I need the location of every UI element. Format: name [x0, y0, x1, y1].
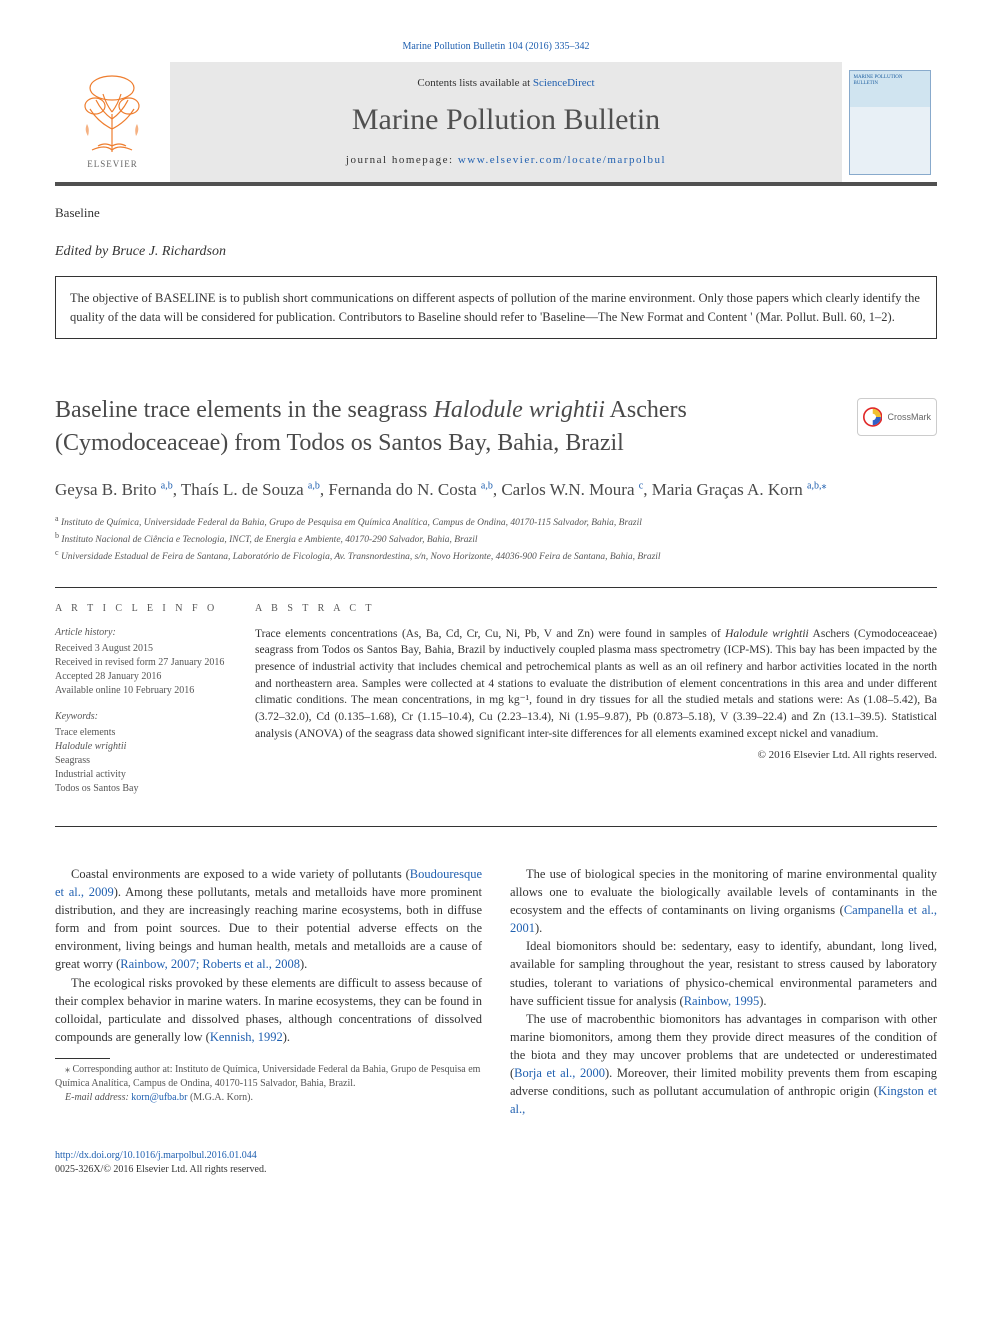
doi-link[interactable]: http://dx.doi.org/10.1016/j.marpolbul.20…	[55, 1150, 257, 1161]
keywords-label: Keywords:	[55, 710, 235, 724]
history-list: Received 3 August 2015Received in revise…	[55, 642, 235, 698]
abstract-p1b: Aschers (Cymodoceaceae) seagrass from To…	[255, 628, 937, 740]
cover-title: MARINE POLLUTION BULLETIN	[854, 75, 926, 87]
editor-prefix: Edited by	[55, 244, 112, 259]
affiliation-line: a Instituto de Química, Universidade Fed…	[55, 513, 937, 530]
header-center: Contents lists available at ScienceDirec…	[170, 62, 842, 182]
email-link[interactable]: korn@ufba.br	[131, 1092, 187, 1103]
author-name: , Maria Graças A. Korn	[643, 480, 807, 499]
crossmark-icon	[863, 405, 882, 429]
abstract-species: Halodule wrightii	[725, 628, 809, 640]
sciencedirect-link[interactable]: ScienceDirect	[533, 77, 595, 89]
history-item: Available online 10 February 2016	[55, 684, 235, 698]
body-paragraph: Coastal environments are exposed to a wi…	[55, 865, 482, 974]
body-col-left: Coastal environments are exposed to a wi…	[55, 865, 482, 1119]
body-text: ).	[300, 957, 307, 971]
body-columns: Coastal environments are exposed to a wi…	[55, 865, 937, 1119]
email-footnote: E-mail address: korn@ufba.br (M.G.A. Kor…	[55, 1091, 482, 1105]
homepage-prefix: journal homepage:	[346, 154, 458, 166]
keywords-list: Trace elementsHalodule wrightiiSeagrassI…	[55, 726, 235, 796]
history-label: Article history:	[55, 626, 235, 640]
journal-header-band: ELSEVIER Contents lists available at Sci…	[55, 62, 937, 186]
article-info-heading: A R T I C L E I N F O	[55, 602, 235, 616]
abstract-p1a: Trace elements concentrations (As, Ba, C…	[255, 628, 725, 640]
editor-line: Edited by Bruce J. Richardson	[55, 242, 937, 262]
homepage-link[interactable]: www.elsevier.com/locate/marpolbul	[458, 154, 666, 166]
affiliation-line: b Instituto Nacional de Ciência e Tecnol…	[55, 530, 937, 547]
citation-link[interactable]: Rainbow, 2007; Roberts et al., 2008	[120, 957, 300, 971]
keyword-item: Industrial activity	[55, 768, 235, 782]
keyword-item: Seagrass	[55, 754, 235, 768]
body-paragraph: The use of macrobenthic biomonitors has …	[510, 1010, 937, 1119]
keyword-item: Halodule wrightii	[55, 740, 235, 754]
history-item: Received 3 August 2015	[55, 642, 235, 656]
journal-name: Marine Pollution Bulletin	[352, 99, 660, 141]
author-affil-sup: a,b	[481, 480, 493, 491]
body-text: ).	[535, 921, 542, 935]
author-name: , Thaís L. de Souza	[173, 480, 308, 499]
abstract-copyright: © 2016 Elsevier Ltd. All rights reserved…	[255, 748, 937, 763]
author-name: , Carlos W.N. Moura	[493, 480, 639, 499]
article-title: Baseline trace elements in the seagrass …	[55, 394, 837, 459]
history-item: Received in revised form 27 January 2016	[55, 656, 235, 670]
baseline-objective-box: The objective of BASELINE is to publish …	[55, 276, 937, 340]
elsevier-logo: ELSEVIER	[55, 62, 170, 182]
footnote-separator	[55, 1058, 110, 1059]
body-text: Coastal environments are exposed to a wi…	[71, 867, 410, 881]
elsevier-label: ELSEVIER	[87, 158, 138, 171]
editor-name: Bruce J. Richardson	[112, 244, 226, 259]
author-name: , Fernanda do N. Costa	[320, 480, 481, 499]
keyword-item: Todos os Santos Bay	[55, 782, 235, 796]
elsevier-tree-icon	[70, 74, 155, 154]
history-item: Accepted 28 January 2016	[55, 670, 235, 684]
body-paragraph: Ideal biomonitors should be: sedentary, …	[510, 937, 937, 1010]
homepage-line: journal homepage: www.elsevier.com/locat…	[346, 153, 666, 168]
abstract-heading: A B S T R A C T	[255, 602, 937, 616]
citation-link[interactable]: Rainbow, 1995	[684, 994, 760, 1008]
corresponding-star: ⁎	[821, 480, 826, 491]
page-footer: http://dx.doi.org/10.1016/j.marpolbul.20…	[55, 1149, 937, 1177]
affiliation-text: Instituto de Química, Universidade Feder…	[59, 518, 642, 528]
contents-prefix: Contents lists available at	[417, 77, 532, 89]
body-col-right: The use of biological species in the mon…	[510, 865, 937, 1119]
contents-line: Contents lists available at ScienceDirec…	[417, 76, 594, 91]
section-label: Baseline	[55, 204, 937, 222]
abstract-column: A B S T R A C T Trace elements concentra…	[255, 602, 937, 808]
affiliation-line: c Universidade Estadual de Feira de Sant…	[55, 547, 937, 564]
body-paragraph: The ecological risks provoked by these e…	[55, 974, 482, 1047]
cover-thumbnail: MARINE POLLUTION BULLETIN	[849, 70, 931, 175]
crossmark-badge[interactable]: CrossMark	[857, 398, 937, 436]
author-affil-sup: a,b	[161, 480, 173, 491]
abstract-text: Trace elements concentrations (As, Ba, C…	[255, 626, 937, 743]
title-pre: Baseline trace elements in the seagrass	[55, 397, 434, 423]
author-affil-sup: a,b,	[807, 480, 821, 491]
affiliation-text: Universidade Estadual de Feira de Santan…	[59, 553, 661, 563]
email-post: (M.G.A. Korn).	[187, 1092, 253, 1103]
body-text: ).	[283, 1030, 290, 1044]
author-name: Geysa B. Brito	[55, 480, 161, 499]
corresponding-footnote: ⁎ Corresponding author at: Instituto de …	[55, 1063, 482, 1091]
body-text: ).	[759, 994, 766, 1008]
author-affil-sup: a,b	[308, 480, 320, 491]
citation-header: Marine Pollution Bulletin 104 (2016) 335…	[55, 40, 937, 54]
affiliations: a Instituto de Química, Universidade Fed…	[55, 513, 937, 565]
authors: Geysa B. Brito a,b, Thaís L. de Souza a,…	[55, 477, 937, 503]
crossmark-label: CrossMark	[887, 411, 931, 424]
email-label: E-mail address:	[65, 1092, 131, 1103]
issn-line: 0025-326X/© 2016 Elsevier Ltd. All right…	[55, 1164, 266, 1175]
body-paragraph: The use of biological species in the mon…	[510, 865, 937, 938]
citation-link[interactable]: Kennish, 1992	[210, 1030, 283, 1044]
keyword-item: Trace elements	[55, 726, 235, 740]
citation-link[interactable]: Borja et al., 2000	[514, 1066, 605, 1080]
title-species: Halodule wrightii	[434, 397, 605, 423]
journal-cover: MARINE POLLUTION BULLETIN	[842, 62, 937, 182]
article-info-column: A R T I C L E I N F O Article history: R…	[55, 602, 255, 808]
affiliation-text: Instituto Nacional de Ciência e Tecnolog…	[59, 535, 478, 545]
